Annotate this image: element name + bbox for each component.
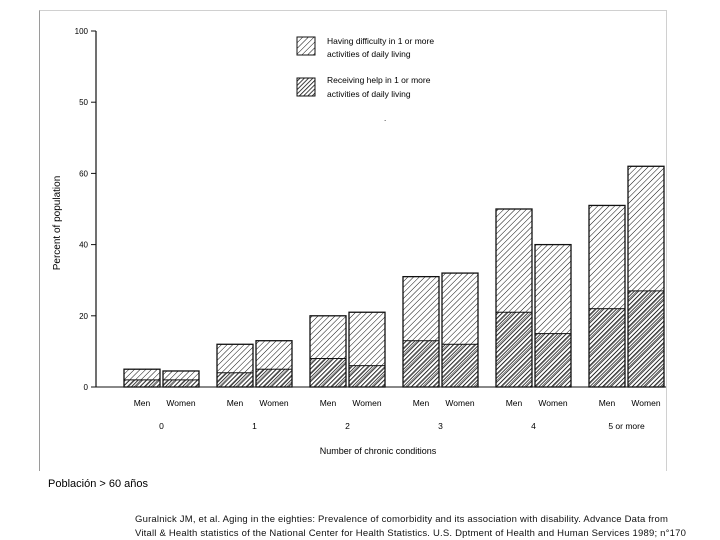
x-axis-label: Number of chronic conditions bbox=[320, 446, 437, 456]
bar-help-g1-women bbox=[255, 368, 293, 388]
bar-help-g0-women bbox=[162, 379, 200, 388]
x-bar-label-g4-women: Women bbox=[538, 398, 567, 408]
x-bar-label-g1-women: Women bbox=[259, 398, 288, 408]
x-bar-label-g0-men: Men bbox=[134, 398, 151, 408]
x-bar-label-g2-men: Men bbox=[320, 398, 337, 408]
x-bar-label-g4-men: Men bbox=[506, 398, 523, 408]
legend-label-difficulty-line2: activities of daily living bbox=[327, 49, 411, 59]
bar-help-g5-men bbox=[588, 308, 626, 388]
stray-mark: . bbox=[384, 114, 386, 123]
x-bar-label-g5-men: Men bbox=[599, 398, 616, 408]
bar-help-g5-women bbox=[627, 290, 665, 388]
x-bar-label-g0-women: Women bbox=[166, 398, 195, 408]
y-tick-label-1: 20 bbox=[79, 312, 88, 321]
y-tick-label-2: 40 bbox=[79, 241, 88, 250]
citation-line-2: Vitall & Health statistics of the Nation… bbox=[135, 528, 687, 539]
x-group-label-1: 1 bbox=[252, 421, 257, 431]
bar-help-g4-women bbox=[534, 333, 572, 388]
legend-label-help-line2: activities of daily living bbox=[327, 89, 411, 99]
legend-swatch-help bbox=[296, 77, 316, 97]
y-tick-label-5: 100 bbox=[75, 27, 89, 36]
bar-help-g1-men bbox=[216, 372, 254, 388]
bar-help-g0-men bbox=[123, 379, 161, 388]
legend-label-help-line1: Receiving help in 1 or more bbox=[327, 75, 431, 85]
caption: Población > 60 años bbox=[48, 478, 148, 490]
x-group-label-4: 4 bbox=[531, 421, 536, 431]
y-axis-label: Percent of population bbox=[52, 176, 63, 271]
x-group-label-0: 0 bbox=[159, 421, 164, 431]
bar-help-g2-men bbox=[309, 358, 347, 388]
scanned-figure: Percent of population Number of chronic … bbox=[39, 10, 667, 471]
x-group-label-5: 5 or more bbox=[608, 421, 645, 431]
x-bar-label-g3-women: Women bbox=[445, 398, 474, 408]
bar-help-g3-women bbox=[441, 343, 479, 388]
bar-help-g4-men bbox=[495, 311, 533, 388]
x-bar-label-g2-women: Women bbox=[352, 398, 381, 408]
legend-label-difficulty-line1: Having difficulty in 1 or more bbox=[327, 36, 434, 46]
x-group-label-2: 2 bbox=[345, 421, 350, 431]
x-bar-label-g3-men: Men bbox=[413, 398, 430, 408]
bar-help-g3-men bbox=[402, 340, 440, 388]
bar-chart: Percent of population Number of chronic … bbox=[52, 27, 666, 456]
citation-line-1: Guralnick JM, et al. Aging in the eighti… bbox=[135, 514, 669, 525]
y-tick-label-0: 0 bbox=[84, 383, 89, 392]
y-tick-label-3: 60 bbox=[79, 169, 88, 178]
x-bar-label-g5-women: Women bbox=[631, 398, 660, 408]
x-group-label-3: 3 bbox=[438, 421, 443, 431]
legend-swatch-difficulty bbox=[296, 36, 316, 56]
y-tick-label-4: 50 bbox=[79, 98, 88, 107]
bar-help-g2-women bbox=[348, 365, 386, 388]
x-bar-label-g1-men: Men bbox=[227, 398, 244, 408]
legend: Having difficulty in 1 or more activitie… bbox=[296, 36, 434, 123]
